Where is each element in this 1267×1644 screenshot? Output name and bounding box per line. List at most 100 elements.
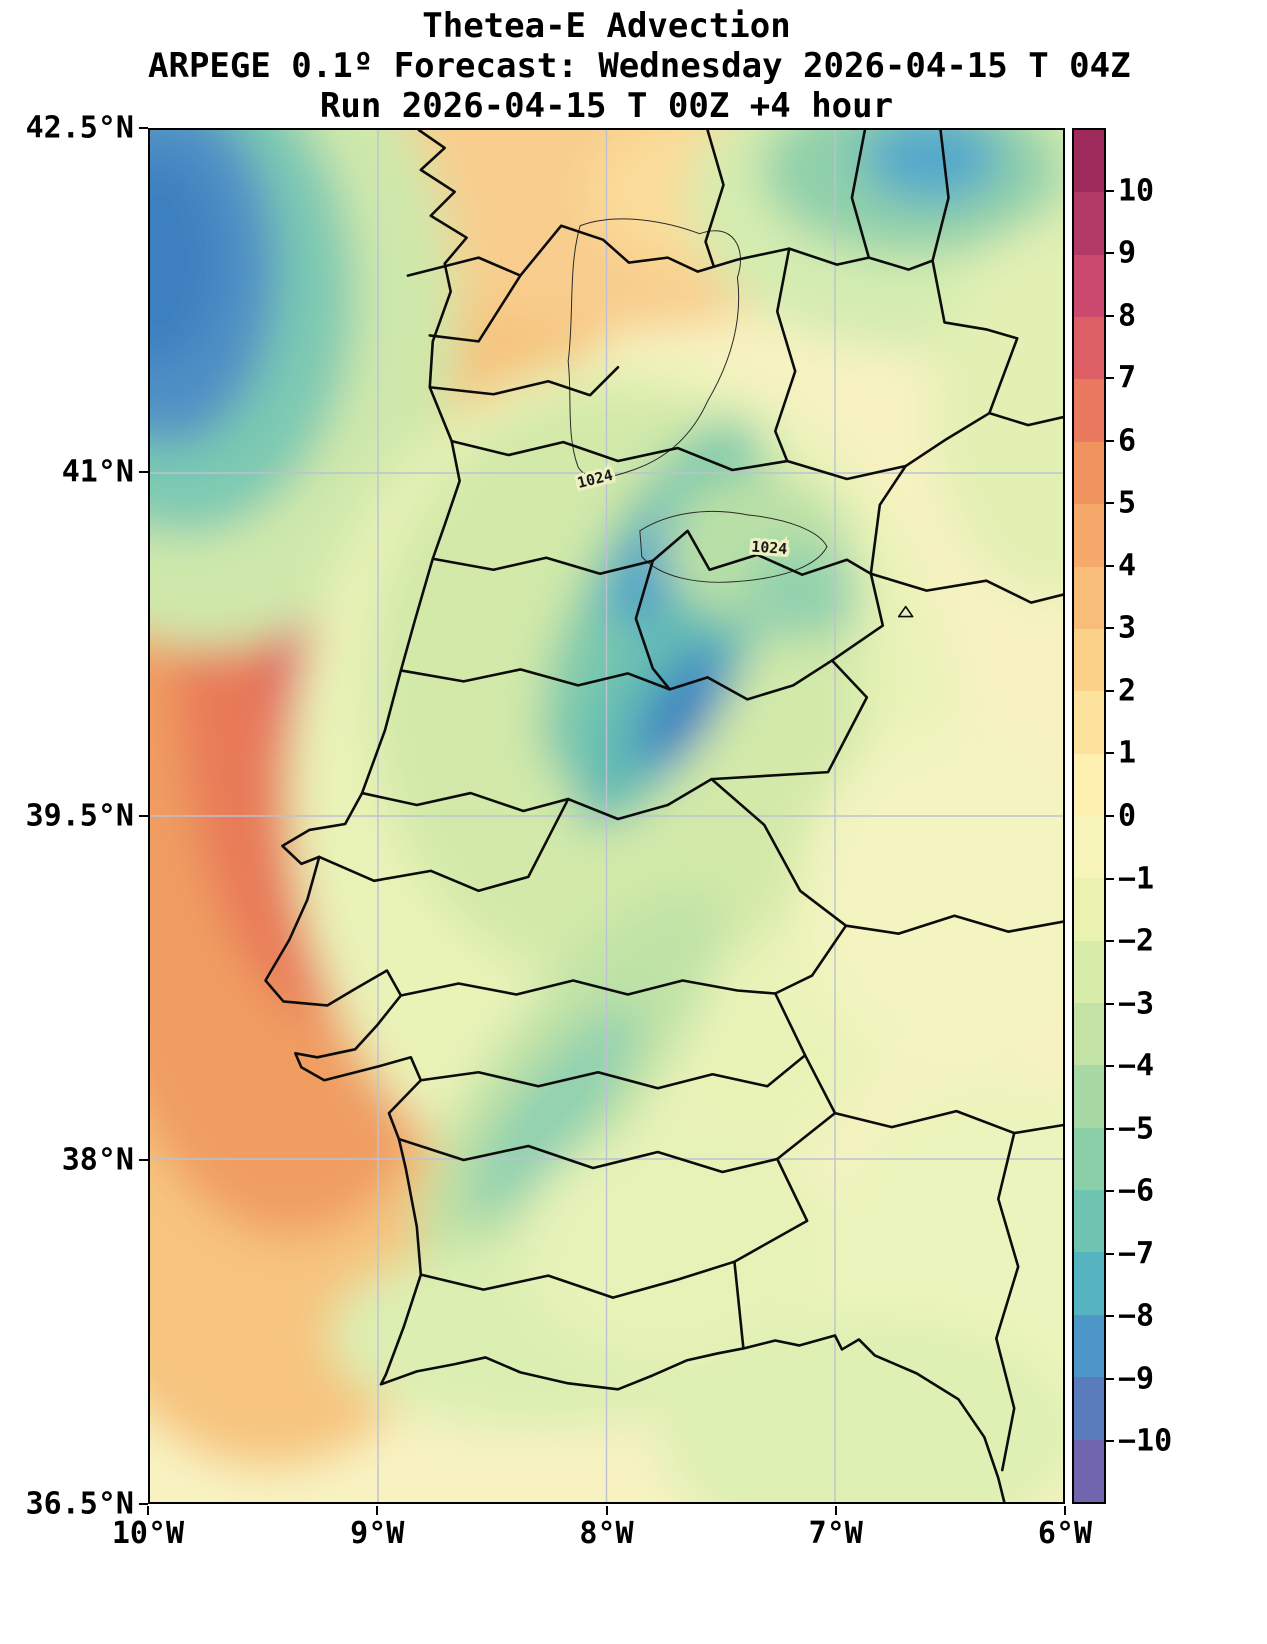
- province-boundary: [931, 130, 950, 262]
- colorbar-tick-label: 7: [1118, 360, 1137, 396]
- colorbar-tick-mark: [1106, 439, 1114, 442]
- title-line-3: Run 2026-04-15 T 00Z +4 hour: [319, 86, 894, 126]
- y-tick-label: 39.5°N: [25, 798, 134, 834]
- colorbar-tick-label: 5: [1118, 485, 1137, 521]
- province-boundary: [850, 130, 871, 259]
- colorbar-tick-label: 8: [1118, 298, 1137, 334]
- colorbar-segment: [1074, 1065, 1104, 1128]
- colorbar-tick-mark: [1106, 752, 1114, 755]
- colorbar-segment: [1074, 566, 1104, 629]
- x-tick-mark: [376, 1506, 379, 1515]
- colorbar-segment: [1074, 1127, 1104, 1191]
- x-tick-mark: [147, 1506, 149, 1515]
- title-line-2: ARPEGE 0.1º Forecast: Wednesday 2026-04-…: [148, 46, 1131, 86]
- district-boundary: [651, 529, 873, 576]
- colorbar-tick-label: 10: [1118, 173, 1155, 209]
- colorbar-tick-label: −5: [1118, 1111, 1155, 1147]
- x-tick-mark: [605, 1506, 608, 1515]
- district-boundary: [428, 366, 620, 397]
- province-boundary: [844, 914, 1063, 935]
- district-boundary: [428, 274, 522, 343]
- colorbar-tick-mark: [1106, 940, 1114, 943]
- graticule-gridlines: [150, 130, 1063, 1502]
- colorbar-tick-label: −8: [1118, 1298, 1155, 1334]
- colorbar-segment: [1074, 254, 1104, 318]
- y-tick-mark: [139, 127, 148, 129]
- district-boundary: [566, 777, 713, 821]
- colorbar-tick-label: −1: [1118, 861, 1155, 897]
- isobar-contours: [567, 218, 828, 583]
- colorbar-tick-mark: [1106, 1190, 1114, 1193]
- y-tick-mark: [139, 471, 148, 473]
- colorbar-tick-label: 9: [1118, 235, 1137, 271]
- colorbar-segment: [1074, 379, 1104, 442]
- colorbar-segment: [1074, 691, 1104, 754]
- x-tick-mark: [834, 1506, 837, 1515]
- colorbar-tick-label: −6: [1118, 1173, 1155, 1209]
- colorbar-tick-mark: [1106, 189, 1114, 192]
- isobar-1024-outer: [567, 218, 741, 478]
- title-line-1: Thetea-E Advection: [422, 6, 791, 46]
- district-boundary: [397, 1137, 779, 1174]
- district-boundary: [706, 659, 834, 701]
- colorbar-tick-mark: [1106, 252, 1114, 255]
- y-tick-mark: [139, 1503, 148, 1505]
- colorbar-segment: [1074, 1377, 1104, 1440]
- colorbar-tick-label: 1: [1118, 735, 1137, 771]
- colorbar-tick-mark: [1106, 1440, 1114, 1443]
- coastline: [264, 130, 1006, 1502]
- colorbar-tick-mark: [1106, 564, 1114, 567]
- small-triangle-marker: [897, 605, 914, 618]
- colorbar-segment: [1074, 504, 1104, 567]
- province-boundary: [988, 411, 1063, 427]
- district-boundary: [634, 559, 672, 691]
- isobar-1024-inner: [639, 510, 828, 583]
- x-tick-label: 8°W: [579, 1516, 634, 1551]
- pt-es-border: [406, 224, 1019, 1350]
- district-boundary: [450, 439, 907, 481]
- colorbar-tick-label: −9: [1118, 1361, 1155, 1397]
- colorbar-tick-mark: [1106, 1252, 1114, 1255]
- colorbar: [1072, 128, 1106, 1504]
- advection-field: [150, 130, 1063, 1502]
- colorbar-tick-label: 0: [1118, 798, 1137, 834]
- colorbar-segment: [1074, 192, 1104, 255]
- colorbar-segment: [1074, 878, 1104, 941]
- colorbar-tick-label: 3: [1118, 610, 1137, 646]
- isobar-labels: 1024 1024: [572, 463, 790, 561]
- figure-title: Thetea-E Advection ARPEGE 0.1º Forecast:…: [148, 6, 1131, 126]
- colorbar-segment: [1074, 441, 1104, 505]
- colorbar-segment: [1074, 1314, 1104, 1378]
- colorbar-tick-label: 4: [1118, 548, 1137, 584]
- colorbar-tick-mark: [1106, 627, 1114, 630]
- y-tick-label: 42.5°N: [25, 110, 134, 146]
- colorbar-tick-label: −2: [1118, 923, 1155, 959]
- colorbar-tick-mark: [1106, 502, 1114, 505]
- district-boundary: [419, 1054, 807, 1090]
- colorbar-segment: [1074, 317, 1104, 380]
- y-tick-mark: [139, 815, 148, 817]
- y-tick-mark: [139, 1159, 148, 1161]
- colorbar-segment: [1074, 1003, 1104, 1066]
- x-tick-label: 6°W: [1037, 1516, 1093, 1551]
- x-tick-label: 9°W: [350, 1516, 405, 1551]
- colorbar-segment: [1074, 1190, 1104, 1253]
- colorbar-tick-mark: [1106, 377, 1114, 380]
- colorbar-tick-mark: [1106, 689, 1114, 692]
- colorbar-tick-label: −7: [1118, 1236, 1155, 1272]
- y-tick-label: 36.5°N: [25, 1486, 134, 1522]
- colorbar-segment: [1074, 1439, 1104, 1502]
- x-tick-label: 7°W: [808, 1516, 863, 1551]
- colorbar-gradient: [1074, 130, 1104, 1502]
- colorbar-tick-label: −4: [1118, 1048, 1155, 1084]
- colorbar-tick-mark: [1106, 1002, 1114, 1005]
- district-boundary: [773, 247, 797, 463]
- province-boundary: [704, 130, 725, 267]
- isobar-label: 1024: [751, 538, 788, 558]
- district-boundary: [399, 668, 709, 691]
- colorbar-tick-mark: [1106, 1315, 1114, 1318]
- district-boundary: [419, 1260, 736, 1299]
- colorbar-tick-mark: [1106, 1065, 1114, 1068]
- colorbar-segment: [1074, 130, 1104, 193]
- colorbar-tick-label: 6: [1118, 423, 1137, 459]
